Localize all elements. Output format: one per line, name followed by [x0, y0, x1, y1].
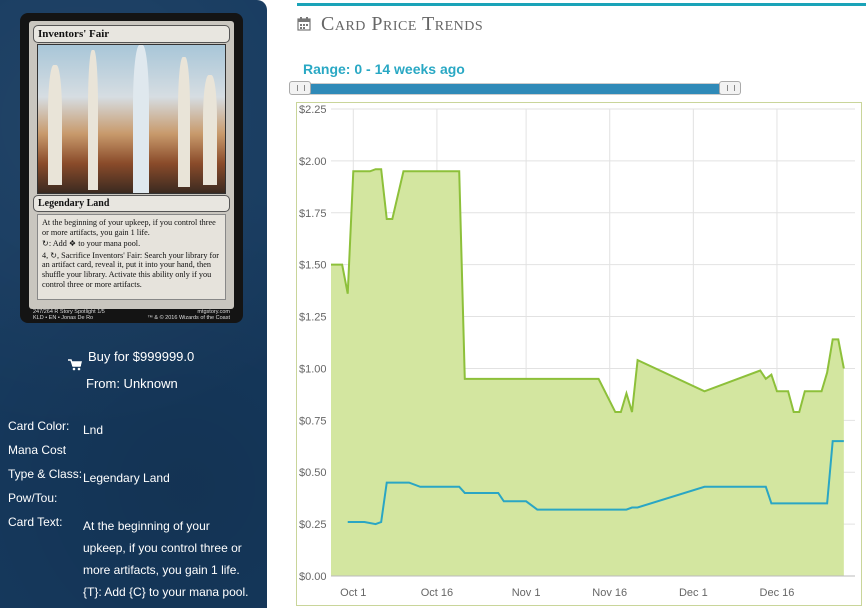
- card-rule-3: 4, ↻, Sacrifice Inventors' Fair: Search …: [42, 250, 220, 289]
- card-type-line: Legendary Land: [33, 195, 230, 212]
- price-chart-svg: $0.00 $0.25 $0.50 $0.75 $1.00 $1.25 $1.50 $1.75…: [299, 104, 855, 599]
- card-image: Inventors' Fair Legendary Land At the be…: [20, 13, 243, 323]
- detail-value: Legendary Land: [83, 471, 170, 485]
- y-tick-label: $1.75: [299, 208, 327, 220]
- range-slider-handle-left[interactable]: [289, 81, 311, 95]
- range-slider[interactable]: [289, 81, 741, 95]
- x-tick-label: Oct 16: [421, 587, 453, 599]
- x-tick-label: Nov 1: [512, 587, 541, 599]
- x-tick-label: Nov 16: [592, 587, 627, 599]
- detail-powtou: Pow/Tou:: [8, 491, 258, 515]
- detail-value: At the beginning of your upkeep, if you …: [83, 519, 249, 599]
- detail-key: Card Text:: [8, 515, 63, 529]
- chart-header: Card Price Trends: [297, 3, 866, 35]
- sidebar: Inventors' Fair Legendary Land At the be…: [0, 0, 267, 608]
- calendar-icon: [297, 17, 311, 31]
- card-details: Card Color: Lnd Mana Cost Type & Class: …: [8, 419, 258, 608]
- card-rule-2: ↻: Add ❖ to your mana pool.: [42, 239, 141, 249]
- page-title-text: Card Price Trends: [321, 13, 484, 35]
- low-price-line: [347, 440, 844, 526]
- y-tick-label: $1.00: [299, 363, 327, 375]
- cart-icon: [68, 359, 82, 371]
- detail-value: Lnd: [83, 423, 104, 437]
- y-tick-label: $0.50: [299, 467, 327, 479]
- range-label: Range: 0 - 14 weeks ago: [303, 61, 465, 77]
- x-tick-label: Dec 16: [760, 587, 795, 599]
- y-tick-label: $2.25: [299, 104, 327, 116]
- x-tick-label: Oct 1: [340, 587, 366, 599]
- card-art: [37, 44, 226, 194]
- card-footer-right2: ™ & © 2016 Wizards of the Coast: [147, 315, 230, 321]
- card-footer-right: mtgstory.com: [197, 309, 230, 315]
- card-footer: 247/264 R Story Spotlight 1/5 mtgstory.c…: [33, 309, 230, 321]
- y-tick-label: $0.25: [299, 519, 327, 531]
- detail-key: Type & Class:: [8, 467, 83, 481]
- detail-key: Card Color:: [8, 419, 70, 433]
- card-name: Inventors' Fair: [33, 25, 230, 43]
- card-frame: Inventors' Fair Legendary Land At the be…: [29, 21, 234, 321]
- card-rules-text: At the beginning of your upkeep, if you …: [37, 214, 226, 300]
- buy-link[interactable]: Buy for $999999.0: [88, 349, 195, 364]
- page-title: Card Price Trends: [297, 13, 483, 36]
- header-rule: [297, 3, 866, 6]
- detail-key: Pow/Tou:: [8, 491, 58, 505]
- detail-key: Mana Cost: [8, 443, 67, 457]
- y-tick-label: $1.50: [299, 260, 327, 272]
- high-price-area: [331, 169, 844, 576]
- detail-type: Type & Class: Legendary Land: [8, 467, 258, 491]
- range-slider-handle-right[interactable]: [719, 81, 741, 95]
- y-tick-label: $0.75: [299, 415, 327, 427]
- x-tick-label: Dec 1: [679, 587, 708, 599]
- card-rule-1: At the beginning of your upkeep, if you …: [42, 218, 216, 237]
- high-price-line: [331, 168, 845, 414]
- buy-from: From: Unknown: [86, 376, 178, 391]
- card-footer-left: 247/264 R Story Spotlight 1/5: [33, 309, 105, 315]
- range-slider-fill: [301, 84, 727, 94]
- detail-color: Card Color: Lnd: [8, 419, 258, 443]
- detail-mana: Mana Cost: [8, 443, 258, 467]
- price-chart: $0.00 $0.25 $0.50 $0.75 $1.00 $1.25 $1.50 $1.75…: [296, 102, 862, 606]
- detail-text: Card Text: At the beginning of your upke…: [8, 515, 258, 608]
- y-tick-label: $2.00: [299, 156, 327, 168]
- card-footer-left2: KLD • EN • Jonas De Ro: [33, 315, 94, 321]
- y-tick-label: $0.00: [299, 571, 327, 583]
- y-tick-label: $1.25: [299, 312, 327, 324]
